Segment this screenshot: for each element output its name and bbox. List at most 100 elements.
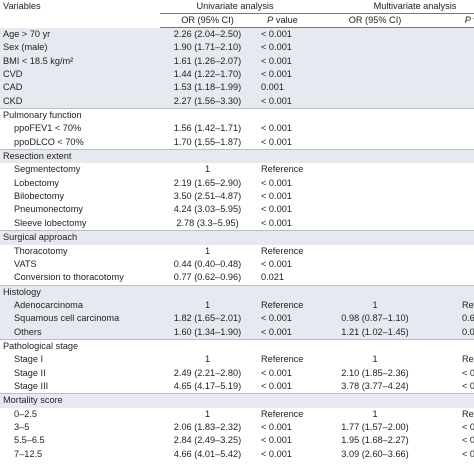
univariate-p-cell: < 0.001: [261, 448, 292, 459]
table-row: Segmentectomy 1 Reference: [0, 163, 474, 176]
variable-cell: 0–2.5: [14, 408, 37, 419]
table-row: Lobectomy 2.19 (1.65–2.90) < 0.001: [0, 177, 474, 190]
multivariate-p-cell: [440, 54, 474, 69]
table-row: Stage I 1 Reference 1 Reference: [0, 353, 474, 366]
univariate-or-cell: 4.66 (4.01–5.42): [173, 448, 242, 459]
univariate-p-cell: < 0.001: [255, 312, 311, 326]
multivariate-or-cell: [310, 271, 440, 285]
univariate-p-cell: < 0.001: [255, 27, 311, 42]
multivariate-p-cell: [440, 122, 474, 135]
variable-cell: Bilobectomy: [14, 191, 65, 202]
variable-cell: Stage III: [14, 380, 49, 391]
univariate-or-cell: [160, 393, 255, 408]
table-row: Stage II 2.49 (2.21–2.80) < 0.001 2.10 (1.8…: [0, 367, 474, 380]
variable-cell: ppoDLCO < 70%: [14, 136, 84, 147]
multivariate-p-header: P value: [440, 13, 474, 28]
variable-cell: Thoracotomy: [14, 245, 68, 256]
table-group-row: Histology: [0, 284, 474, 299]
univariate-or-cell: 2.06 (1.83–2.32): [173, 421, 242, 432]
multivariate-or-cell: [310, 245, 440, 258]
univariate-or-cell: 1.53 (1.18–1.99): [160, 81, 255, 95]
univariate-or-cell: 2.84 (2.49–3.25): [173, 435, 242, 446]
univariate-or-cell: 1.56 (1.42–1.71): [173, 123, 242, 134]
variable-cell: Sleeve lobectomy: [14, 217, 87, 228]
univariate-or-cell: 1.60 (1.34–1.90): [160, 325, 255, 340]
multivariate-or-cell: 1.95 (1.68–2.27): [341, 435, 409, 446]
multivariate-p-cell: [440, 258, 474, 271]
multivariate-p-cell: < 0.001: [462, 421, 474, 432]
multivariate-or-cell: 3.78 (3.77–4.24): [341, 380, 409, 391]
multivariate-p-cell: [440, 68, 474, 82]
multivariate-p-cell: Reference: [462, 408, 474, 419]
univariate-or-cell: [160, 338, 255, 354]
multivariate-p-cell: [440, 245, 474, 258]
univariate-p-cell: < 0.001: [261, 204, 292, 215]
variable-cell: VATS: [14, 258, 37, 269]
multivariate-p-cell: [440, 190, 474, 203]
variable-cell: Segmentectomy: [14, 164, 81, 175]
univariate-or-cell: 1.82 (1.65–2.01): [160, 312, 255, 326]
p-letter: P: [267, 15, 274, 25]
univariate-p-cell: < 0.001: [261, 421, 292, 432]
multivariate-or-cell: [310, 338, 441, 354]
univariate-p-cell: Reference: [255, 298, 311, 313]
multivariate-or-cell: [310, 54, 441, 69]
table-row: 7–12.5 4.66 (4.01–5.42) < 0.001 3.09 (2.60–…: [0, 448, 474, 461]
table-row: Conversion to thoracotomy 0.77 (0.62–0.96…: [0, 271, 474, 285]
univariate-p-cell: < 0.001: [261, 380, 292, 391]
multivariate-p-cell: 0.696: [440, 312, 474, 326]
multivariate-or-cell: 1: [372, 354, 378, 365]
variable-cell: Lobectomy: [14, 177, 59, 188]
multivariate-or-cell: [310, 122, 440, 135]
univariate-or-cell: 0.44 (0.40–0.48): [173, 258, 242, 269]
multivariate-or-cell: 2.10 (1.85–2.36): [341, 367, 409, 378]
variable-cell: Others: [0, 325, 160, 340]
table-row: ppoDLCO < 70% 1.70 (1.55–1.87) < 0.001: [0, 136, 474, 150]
variable-cell: Squamous cell carcinoma: [0, 312, 160, 326]
univariate-p-cell: Reference: [261, 164, 304, 175]
univariate-or-cell: 4.65 (4.17–5.19): [173, 380, 242, 391]
multivariate-p-cell: 0.031: [440, 325, 474, 340]
table-row: CKD 2.27 (1.56–3.30) < 0.001: [0, 94, 474, 109]
variable-cell: BMI < 18.5 kg/m²: [0, 54, 160, 69]
multivariate-or-cell: [310, 27, 441, 42]
univariate-or-cell: 2.26 (2.04–2.50): [160, 27, 255, 42]
multivariate-p-cell: [440, 217, 474, 231]
multivariate-or-cell: [310, 163, 440, 176]
table-row: Sleeve lobectomy 2.78 (3.3–5.95) < 0.001: [0, 217, 474, 231]
univariate-p-cell: 0.021: [261, 272, 284, 283]
table-row: 5.5–6.5 2.84 (2.49–3.25) < 0.001 1.95 (1.68…: [0, 434, 474, 447]
univariate-p-cell: < 0.001: [261, 123, 292, 134]
univariate-or-cell: 1: [204, 164, 211, 175]
multivariate-p-cell: [440, 94, 474, 109]
multivariate-or-cell: [310, 203, 440, 216]
variable-cell: Mortality score: [0, 393, 160, 408]
table-group-row: Resection extent: [0, 149, 474, 164]
multivariate-or-cell: [310, 108, 441, 123]
univariate-p-cell: < 0.001: [255, 325, 311, 340]
multivariate-or-cell: [310, 81, 441, 95]
univariate-or-cell: 2.78 (3.3–5.95): [176, 217, 239, 228]
variable-cell: Adenocarcinoma: [0, 298, 160, 313]
table-row: CVD 1.44 (1.22–1.70) < 0.001: [0, 68, 474, 82]
table-header-row: Variables Univariate analysis Multivaria…: [0, 0, 474, 14]
multivariate-or-cell: 3.09 (2.60–3.66): [341, 448, 409, 459]
table-row: VATS 0.44 (0.40–0.48) < 0.001: [0, 258, 474, 271]
variable-cell: Conversion to thoracotomy: [14, 272, 124, 283]
univariate-p-cell: [255, 284, 311, 299]
multivariate-p-cell: [440, 271, 474, 285]
multivariate-p-cell: [440, 81, 474, 95]
univariate-p-cell: < 0.001: [261, 191, 292, 202]
univariate-or-cell: 2.19 (1.65–2.90): [173, 177, 242, 188]
univariate-p-cell: < 0.001: [255, 94, 311, 109]
multivariate-p-cell: < 0.001: [462, 435, 474, 446]
univariate-p-cell: < 0.001: [255, 41, 311, 55]
univariate-or-cell: 1.44 (1.22–1.70): [160, 68, 255, 82]
multivariate-p-cell: Reference: [462, 354, 474, 365]
multivariate-or-cell: 1: [310, 298, 441, 313]
univariate-or-cell: 1.70 (1.55–1.87): [173, 136, 242, 147]
univariate-p-cell: Reference: [261, 245, 304, 256]
univariate-p-cell: < 0.001: [261, 136, 292, 147]
